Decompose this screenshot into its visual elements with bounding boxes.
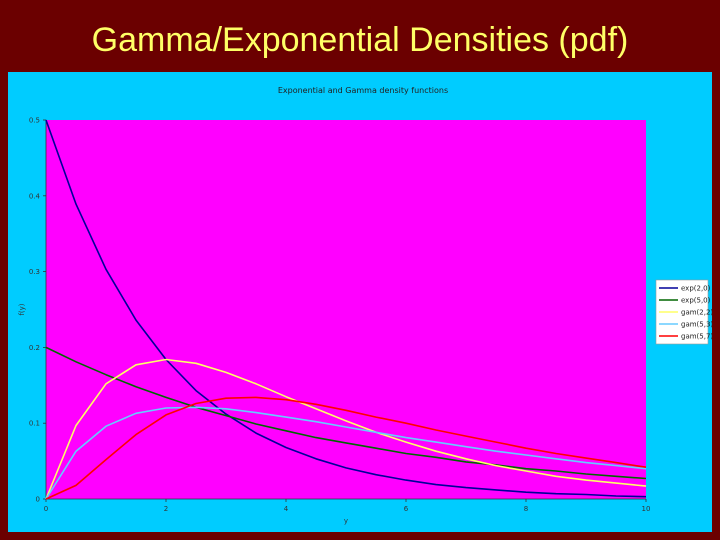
legend-label: exp(5,0) bbox=[681, 297, 711, 305]
x-tick-label: 2 bbox=[164, 505, 168, 513]
legend-label: gam(5,7) bbox=[681, 333, 712, 341]
legend-label: exp(2,0) bbox=[681, 285, 711, 293]
series-line-exp-5-0- bbox=[45, 346, 647, 480]
y-axis-title: f(y) bbox=[18, 303, 26, 315]
density-chart: Exponential and Gamma density functions … bbox=[18, 86, 712, 525]
plot-area bbox=[46, 120, 646, 499]
legend: exp(2,0) exp(5,0) gam(2,2) gam(5,3) gam(5,7) bbox=[655, 279, 712, 345]
x-tick-label: 10 bbox=[642, 505, 651, 513]
series-lines bbox=[45, 119, 647, 500]
series-line-gam-2-2- bbox=[45, 358, 647, 500]
x-tick-label: 8 bbox=[524, 505, 528, 513]
legend-label: gam(5,3) bbox=[681, 321, 712, 329]
y-tick-label: 0.2 bbox=[29, 344, 40, 352]
y-tick-label: 0 bbox=[36, 496, 40, 504]
slide-title: Gamma/Exponential Densities (pdf) bbox=[91, 21, 629, 59]
series-line-exp-2-0- bbox=[45, 119, 647, 498]
y-tick-label: 0.5 bbox=[29, 117, 40, 125]
legend-label: gam(2,2) bbox=[681, 309, 712, 317]
chart-title: Exponential and Gamma density functions bbox=[278, 86, 448, 95]
y-tick-label: 0.1 bbox=[29, 420, 40, 428]
x-tick-label: 0 bbox=[44, 505, 48, 513]
x-axis-title: y bbox=[344, 517, 348, 525]
x-tick-label: 4 bbox=[284, 505, 289, 513]
y-tick-label: 0.4 bbox=[29, 192, 41, 200]
series-line-gam-5-3- bbox=[45, 406, 647, 500]
axes: 0 0.1 0.2 0.3 0.4 0.5 0 2 4 6 8 10 bbox=[29, 117, 651, 514]
chart-panel: Exponential and Gamma density functions … bbox=[8, 72, 712, 532]
series-line-gam-5-7- bbox=[45, 396, 647, 500]
y-tick-label: 0.3 bbox=[29, 268, 40, 276]
x-tick-label: 6 bbox=[404, 505, 409, 513]
